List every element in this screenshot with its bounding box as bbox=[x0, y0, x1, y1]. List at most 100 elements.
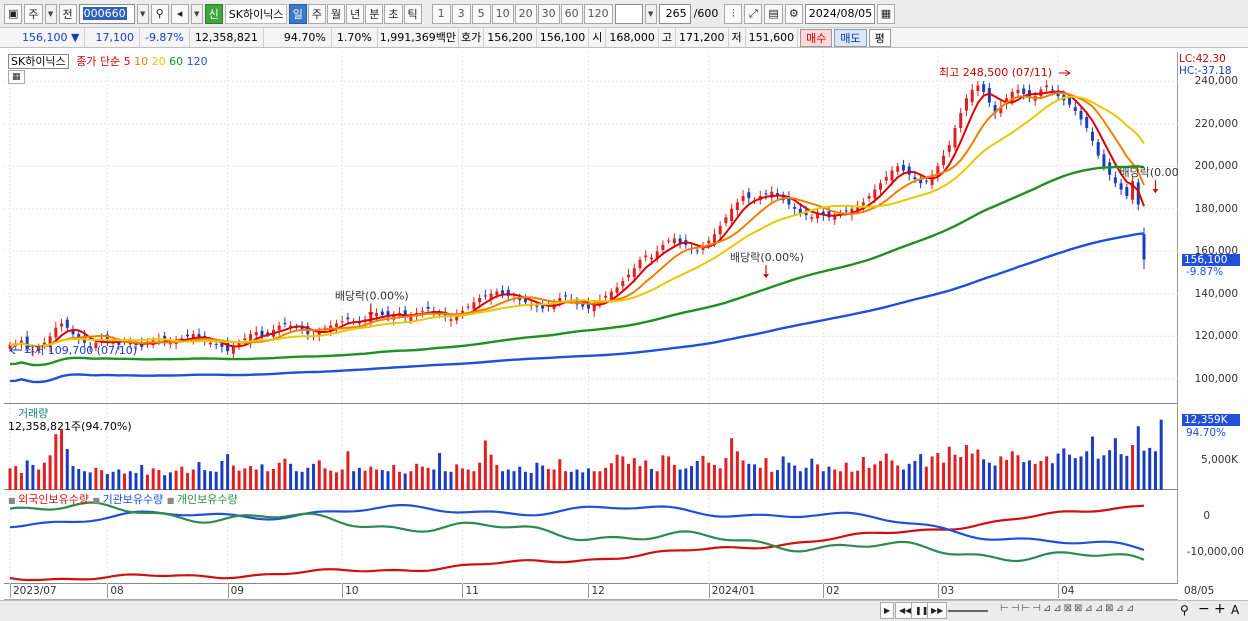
volume-bar bbox=[443, 471, 447, 490]
type-select[interactable]: 주 bbox=[24, 3, 43, 24]
period-tab-4[interactable]: 분 bbox=[365, 3, 384, 24]
volume-bar bbox=[523, 471, 527, 490]
scroll-first-icon[interactable]: ◀◀ bbox=[895, 602, 916, 619]
interval-input[interactable] bbox=[614, 3, 643, 24]
zoom-out-icon[interactable]: − bbox=[1198, 601, 1210, 617]
candle bbox=[982, 81, 986, 96]
interval-button-3[interactable]: 3 bbox=[451, 3, 471, 24]
ask-price: 156,200 bbox=[484, 28, 537, 47]
calendar-icon[interactable]: ▦ bbox=[876, 3, 896, 24]
lc-label: LC:42.30 bbox=[1179, 53, 1226, 65]
candle bbox=[884, 171, 888, 185]
table-icon[interactable]: ▦ bbox=[8, 70, 25, 84]
volume-bar bbox=[879, 460, 883, 490]
volume-bar bbox=[999, 456, 1003, 490]
candle bbox=[403, 305, 407, 323]
interval-button-10[interactable]: 10 bbox=[491, 3, 514, 24]
candle-type-icon[interactable]: ⫶ bbox=[724, 3, 743, 24]
drawing-tools[interactable]: ⊢⊣⊢⊣⊿⊿⊠⊠⊿⊿⊠⊿⊿ bbox=[1000, 603, 1137, 614]
eval-button[interactable]: 평 bbox=[868, 28, 891, 47]
volume-bar bbox=[180, 466, 184, 490]
holding-axis: 0 -10,000,00 bbox=[1178, 490, 1244, 584]
chevron-down-icon-2[interactable]: ▼ bbox=[190, 3, 203, 24]
zoom-in-icon[interactable]: + bbox=[1214, 601, 1226, 617]
volume-cur-tag: 12,359K bbox=[1182, 414, 1240, 426]
interval-button-20[interactable]: 20 bbox=[514, 3, 537, 24]
date-input[interactable]: 2024/08/05 bbox=[804, 3, 875, 24]
candle bbox=[678, 234, 682, 249]
scroll-right-icon[interactable]: ▶ bbox=[880, 602, 895, 619]
interval-dropdown-icon[interactable]: ▼ bbox=[644, 3, 657, 24]
search-icon[interactable]: ⚲ bbox=[150, 3, 169, 24]
chevron-down-icon[interactable]: ▼ bbox=[44, 3, 57, 24]
interval-button-30[interactable]: 30 bbox=[537, 3, 560, 24]
interval-button-120[interactable]: 120 bbox=[583, 3, 613, 24]
volume-bar bbox=[323, 468, 327, 490]
interval-button-60[interactable]: 60 bbox=[560, 3, 583, 24]
volume-bar bbox=[495, 464, 499, 490]
prev-button[interactable]: 전 bbox=[58, 3, 77, 24]
candle bbox=[1016, 84, 1020, 98]
volume-bar bbox=[1131, 445, 1135, 490]
volume-bar bbox=[672, 464, 676, 490]
buy-button[interactable]: 매수 bbox=[800, 28, 833, 47]
code-dropdown-icon[interactable]: ▼ bbox=[136, 3, 149, 24]
volume-bar bbox=[1148, 447, 1152, 490]
low-price: 151,600 bbox=[746, 28, 799, 47]
volume-bar bbox=[506, 469, 510, 490]
chart-menu-icon[interactable]: ▣ bbox=[4, 3, 23, 24]
volume-bar bbox=[157, 470, 161, 490]
volume-bar bbox=[1050, 463, 1054, 490]
ma-line-60 bbox=[9, 165, 1145, 367]
period-tab-2[interactable]: 월 bbox=[327, 3, 346, 24]
volume-bar bbox=[541, 465, 545, 490]
interval-button-1[interactable]: 1 bbox=[431, 3, 451, 24]
x-axis-right-label: 08/05 bbox=[1184, 585, 1215, 597]
save-icon[interactable]: ▤ bbox=[764, 3, 783, 24]
candle bbox=[976, 81, 980, 97]
candle bbox=[959, 108, 963, 133]
volume-bar bbox=[369, 466, 373, 490]
volume-bar bbox=[644, 460, 648, 490]
candle bbox=[672, 233, 676, 248]
price-ytick: 200,000 bbox=[1194, 160, 1238, 173]
holding-chart bbox=[9, 490, 1145, 584]
trade-amount: 1,991,369백만 bbox=[378, 28, 460, 47]
scroll-last-icon[interactable]: ▶▶ bbox=[927, 602, 948, 619]
zoom-search-icon[interactable]: ⚲ bbox=[1180, 603, 1189, 617]
gear-icon[interactable]: ⚙ bbox=[784, 3, 803, 24]
high-arrow-icon bbox=[1059, 69, 1071, 77]
volume-bar bbox=[352, 471, 356, 490]
code-input[interactable]: 000660 bbox=[78, 3, 135, 24]
volume-bar bbox=[1136, 426, 1140, 490]
holding-pane[interactable]: ■ 외국인보유수량 ■ 기관보유수량 ■ 개인보유수량 bbox=[4, 490, 1178, 584]
volume: 12,358,821 bbox=[190, 28, 264, 47]
volume-bar bbox=[953, 454, 957, 490]
candle bbox=[460, 306, 464, 319]
period-tab-1[interactable]: 주 bbox=[307, 3, 327, 24]
volume-bar bbox=[873, 464, 877, 490]
period-tab-5[interactable]: 초 bbox=[384, 3, 403, 24]
volume-bar bbox=[375, 469, 379, 490]
speaker-icon[interactable]: ◂ bbox=[170, 3, 189, 24]
volume-bar bbox=[993, 465, 997, 490]
volume-bar bbox=[798, 471, 802, 490]
volume-bar bbox=[1005, 459, 1009, 490]
price-pane[interactable]: 배당락(0.00%)배당락(0.00%)배당락(0.00%)배당락(0.00%)… bbox=[4, 52, 1232, 404]
count-input[interactable]: 265 bbox=[658, 3, 691, 24]
interval-button-5[interactable]: 5 bbox=[471, 3, 491, 24]
volume-bar bbox=[460, 468, 464, 490]
candle bbox=[621, 277, 625, 292]
text-size-icon[interactable]: A bbox=[1231, 603, 1240, 617]
new-badge[interactable]: 신 bbox=[204, 3, 223, 24]
period-tab-6[interactable]: 틱 bbox=[403, 3, 422, 24]
period-tab-0[interactable]: 일 bbox=[288, 3, 307, 24]
volume-bar bbox=[919, 454, 923, 490]
candle bbox=[964, 94, 968, 117]
zoom-slider[interactable] bbox=[948, 610, 988, 612]
draw-tool-icon[interactable]: ⤢ bbox=[744, 3, 763, 24]
volume-pane[interactable]: 거래량 12,358,821주(94.70%) bbox=[4, 404, 1178, 490]
period-tab-3[interactable]: 년 bbox=[346, 3, 365, 24]
sell-button[interactable]: 매도 bbox=[834, 28, 867, 47]
volume-bar bbox=[930, 456, 934, 490]
